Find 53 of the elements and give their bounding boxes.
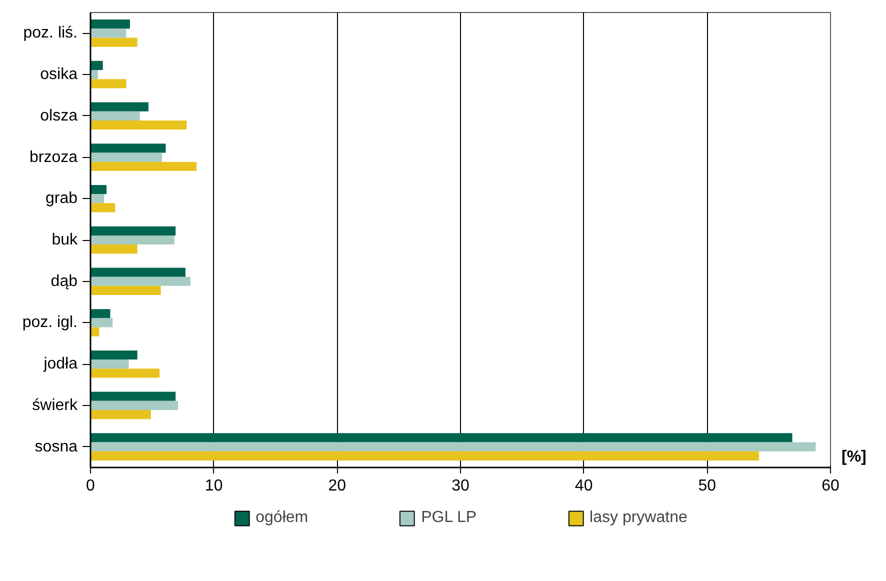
bar xyxy=(90,318,113,328)
y-tick-label: jodła xyxy=(42,356,78,373)
bar xyxy=(90,350,138,360)
legend-label: lasy prywatne xyxy=(590,509,688,527)
bar xyxy=(90,400,178,410)
bar xyxy=(90,360,129,369)
bar xyxy=(90,79,126,88)
legend-label: ogółem xyxy=(256,509,308,527)
x-tick-label: 0 xyxy=(86,478,96,494)
y-tick-label: brzoza xyxy=(29,148,78,166)
y-tick-label: dąb xyxy=(50,272,78,290)
bar xyxy=(90,28,126,38)
bar xyxy=(90,20,130,29)
x-tick-label: 10 xyxy=(204,478,223,494)
bar xyxy=(90,60,103,70)
bar xyxy=(90,451,759,460)
bar xyxy=(90,368,160,378)
bar xyxy=(90,162,197,171)
bar xyxy=(90,203,116,212)
bar xyxy=(90,120,187,130)
bar xyxy=(90,286,161,296)
y-tick-label: olsza xyxy=(40,107,78,124)
x-tick-label: 40 xyxy=(574,478,593,494)
bar xyxy=(90,226,176,236)
bar xyxy=(90,433,792,442)
bar xyxy=(90,276,190,286)
bar xyxy=(90,111,140,120)
y-tick-label: poz. liś. xyxy=(23,24,78,42)
bar xyxy=(90,235,174,245)
y-tick-label: świerk xyxy=(32,396,78,414)
y-tick-label: poz. igl. xyxy=(22,314,78,332)
bar xyxy=(90,194,104,204)
bar xyxy=(90,410,151,420)
y-tick-label: sosna xyxy=(34,438,78,456)
y-tick-label: buk xyxy=(52,232,78,248)
bar xyxy=(90,309,110,318)
bar xyxy=(90,102,148,112)
bar xyxy=(90,392,176,401)
bar xyxy=(90,144,166,153)
x-tick-label: 50 xyxy=(698,478,716,494)
bar xyxy=(90,268,186,277)
y-tick-label: osika xyxy=(40,66,78,84)
bar xyxy=(90,184,107,194)
x-tick-label: 60 xyxy=(822,478,840,494)
x-tick-label: 30 xyxy=(452,478,470,494)
bar xyxy=(90,38,138,47)
x-axis-title: [%] xyxy=(842,448,866,466)
legend-label: PGL LP xyxy=(421,509,477,527)
x-tick-label: 20 xyxy=(328,478,346,494)
bar xyxy=(90,152,162,162)
bar xyxy=(90,244,138,254)
y-tick-label: grab xyxy=(45,190,78,208)
bar xyxy=(90,442,816,452)
